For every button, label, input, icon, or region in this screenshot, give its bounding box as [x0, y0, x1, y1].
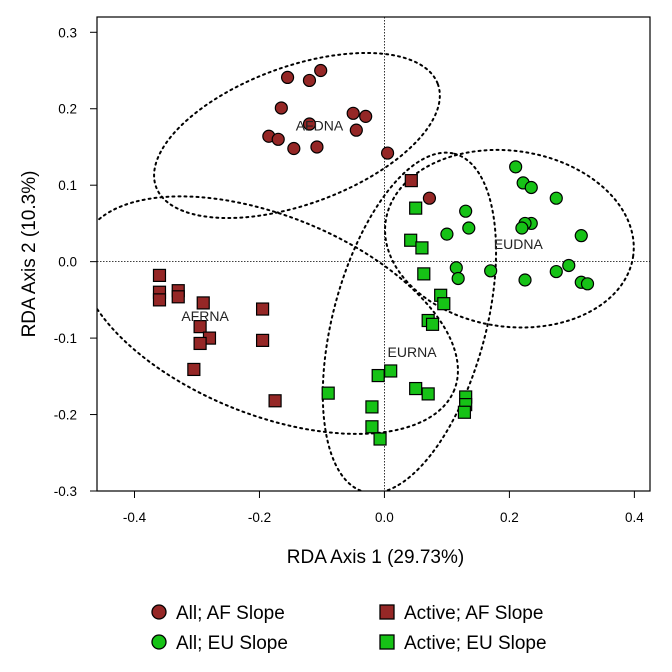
y-axis: -0.3 -0.2 -0.1 0.0 0.1 0.2 0.3	[54, 25, 97, 499]
x-tick-label-0: -0.4	[123, 510, 147, 525]
point-af-circle-3	[274, 101, 288, 115]
point-eu-square-7	[425, 317, 440, 331]
ellipse-afrna	[97, 195, 459, 435]
point-af-square-5	[196, 296, 210, 310]
legend-item-0: All; AF Slope	[151, 603, 285, 624]
x-tick-label-3: 0.2	[500, 510, 519, 525]
point-af-square-0	[152, 268, 167, 283]
legend-label: Active; EU Slope	[404, 633, 547, 654]
point-af-square-10	[255, 333, 270, 347]
legend-marker-circle	[151, 604, 167, 620]
point-eu-circle-7	[515, 221, 529, 235]
point-eu-square-0	[409, 201, 423, 215]
point-af-circle-11	[310, 140, 324, 154]
point-eu-circle-11	[449, 261, 463, 275]
point-eu-square-13	[365, 400, 379, 414]
point-af-circle-12	[380, 146, 395, 160]
point-eu-square-18	[457, 405, 472, 419]
point-eu-square-12	[421, 387, 435, 401]
point-af-square-4	[152, 293, 167, 307]
point-af-circle-0	[280, 70, 295, 84]
point-eu-circle-15	[549, 264, 563, 279]
point-eu-square-10	[371, 368, 385, 383]
point-eu-square-8	[321, 386, 335, 400]
point-eu-circle-12	[451, 271, 465, 286]
point-af-circle-2	[314, 63, 328, 78]
y-tick-label-1: -0.2	[54, 408, 77, 423]
point-eu-square-3	[417, 267, 431, 281]
ellipse-eurna	[321, 151, 498, 491]
legend-item-1: Active; AF Slope	[379, 603, 543, 624]
point-af-square-3	[171, 290, 185, 304]
point-af-square-6	[255, 302, 270, 316]
y-tick-label-6: 0.3	[58, 25, 77, 40]
point-eu-circle-16	[562, 258, 576, 273]
point-eu-square-14	[365, 420, 379, 434]
point-eu-circle-14	[518, 273, 532, 287]
point-af-square-9	[193, 336, 207, 351]
legend-label: All; EU Slope	[176, 633, 288, 654]
point-eu-circle-2	[524, 180, 538, 195]
ellipse-afdna	[153, 51, 441, 220]
point-eu-square-15	[373, 432, 387, 446]
legend-marker-square	[379, 604, 395, 620]
point-eu-circle-10	[574, 229, 588, 243]
legend-item-2: All; EU Slope	[151, 633, 288, 654]
legend-label: Active; AF Slope	[404, 603, 543, 624]
point-af-circle-6	[302, 117, 317, 131]
legend-marker-circle	[151, 634, 167, 650]
point-eu-circle-8	[462, 221, 476, 235]
point-af-square-7	[193, 320, 207, 334]
y-tick-label-2: -0.1	[54, 331, 77, 346]
data-points	[152, 63, 595, 446]
ellipse-label-eudna: EUDNA	[494, 236, 544, 252]
point-eu-square-1	[404, 233, 418, 247]
point-af-circle-8	[359, 109, 373, 123]
x-tick-label-1: -0.2	[248, 510, 271, 525]
point-af-circle-13	[422, 191, 437, 205]
confidence-ellipses	[97, 51, 635, 491]
legend: All; AF Slope Active; AF Slope All; EU Slo…	[151, 603, 547, 654]
ellipse-label-afrna: AFRNA	[181, 308, 229, 324]
point-eu-square-2	[415, 241, 429, 255]
x-axis: -0.4 -0.2 0.0 0.2 0.4	[123, 491, 644, 525]
ellipse-label-eurna: EURNA	[388, 344, 438, 360]
point-af-square-12	[268, 394, 282, 408]
point-af-circle-7	[346, 106, 360, 120]
plot-frame	[96, 16, 651, 492]
point-af-circle-1	[302, 73, 317, 88]
point-af-circle-10	[287, 141, 301, 156]
point-eu-circle-9	[440, 227, 454, 241]
zero-lines	[97, 17, 650, 491]
y-tick-label-3: 0.0	[58, 255, 77, 270]
point-af-square-13	[404, 174, 418, 188]
point-af-circle-5	[271, 132, 285, 146]
point-eu-circle-3	[549, 191, 563, 205]
point-af-circle-9	[349, 123, 363, 137]
legend-label: All; AF Slope	[176, 603, 285, 624]
x-tick-label-2: 0.0	[375, 510, 394, 525]
y-tick-label-5: 0.2	[58, 102, 77, 117]
y-axis-label: RDA Axis 2 (10.3%)	[19, 171, 40, 338]
legend-marker-square	[379, 634, 395, 650]
y-tick-label-0: -0.3	[54, 484, 77, 499]
point-eu-circle-18	[580, 277, 595, 291]
point-eu-square-11	[409, 381, 423, 396]
point-eu-square-5	[437, 297, 451, 311]
x-axis-label: RDA Axis 1 (29.73%)	[287, 547, 464, 568]
legend-item-3: Active; EU Slope	[379, 633, 547, 654]
ellipse-label-afdna: AFDNA	[296, 118, 344, 134]
point-af-square-11	[187, 362, 201, 377]
point-eu-square-9	[384, 364, 398, 378]
x-tick-label-4: 0.4	[625, 510, 644, 525]
point-eu-circle-13	[484, 264, 498, 278]
ellipse-labels: AFDNA AFRNA EUDNA EURNA	[181, 118, 543, 360]
ellipse-eudna	[384, 148, 635, 329]
y-tick-label-4: 0.1	[58, 178, 77, 193]
point-eu-circle-0	[509, 160, 523, 174]
point-eu-circle-4	[459, 204, 473, 218]
